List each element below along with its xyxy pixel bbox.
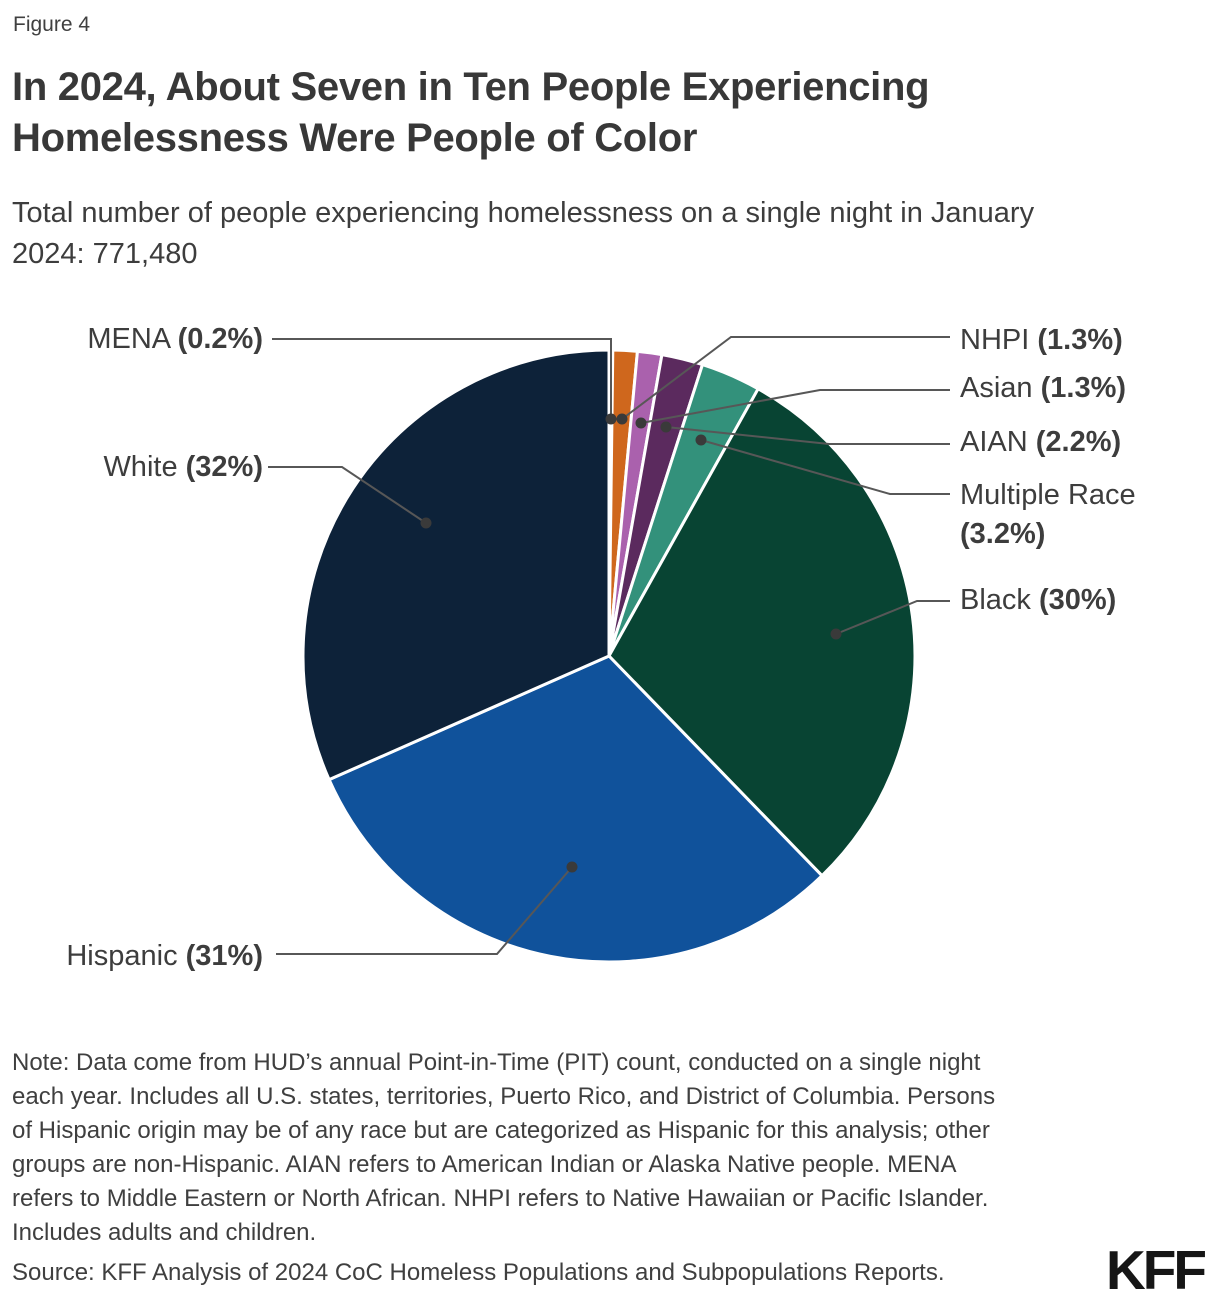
pie-slice-black: [607, 387, 917, 878]
source: Source: KFF Analysis of 2024 CoC Homeles…: [12, 1259, 945, 1286]
chart-subtitle: Total number of people experiencing home…: [12, 197, 1035, 270]
leader-dot-black: [830, 628, 842, 640]
leader-dot-white: [420, 517, 432, 529]
pie-label-aian-name: AIAN: [960, 426, 1028, 458]
pie-slice-hispanic: [327, 654, 824, 964]
leader-dot-mena: [605, 413, 617, 425]
pie-label-mena-pct: (0.2%): [177, 323, 263, 355]
pie-label-asian-pct: (1.3%): [1040, 372, 1127, 404]
pie-label-black-name: Black: [960, 584, 1031, 616]
leader-line-black: [835, 600, 950, 635]
leader-dot-aian: [660, 421, 672, 433]
leader-line-multiple-race: [700, 439, 950, 495]
pie-label-black-pct: (30%): [1038, 584, 1117, 616]
pie-label-black: Black (30%): [960, 581, 1116, 620]
pie-label-nhpi-name: NHPI: [960, 324, 1030, 356]
pie-label-asian-name: Asian: [960, 372, 1033, 404]
leader-line-aian: [665, 426, 950, 445]
pie-label-white: White (32%): [20, 448, 263, 487]
leader-dot-multiple-race: [695, 434, 707, 446]
chart-title: In 2024, About Seven in Ten People Exper…: [12, 65, 930, 160]
pie-label-asian: Asian (1.3%): [960, 369, 1126, 408]
pie-label-nhpi-pct: (1.3%): [1037, 324, 1123, 356]
pie-label-multiple-race-name: Multiple Race: [960, 479, 1136, 511]
pie-label-hispanic-name: Hispanic: [66, 940, 178, 972]
pie-label-multiple-race-pct: (3.2%): [960, 518, 1046, 550]
pie-slices: [301, 348, 917, 964]
pie-label-white-name: White: [103, 451, 178, 483]
pie-label-aian-pct: (2.2%): [1035, 426, 1122, 458]
pie-label-mena: MENA (0.2%): [20, 320, 263, 359]
leader-lines: [268, 336, 950, 955]
pie-label-nhpi: NHPI (1.3%): [960, 321, 1123, 360]
leader-line-white: [268, 466, 427, 524]
kff-logo: KFF: [1106, 1239, 1207, 1301]
figure-label: Figure 4: [13, 13, 91, 36]
leader-dot-nhpi: [616, 413, 628, 425]
leader-dot-asian: [635, 417, 647, 429]
pie-label-aian: AIAN (2.2%): [960, 423, 1121, 462]
leader-line-hispanic: [276, 866, 573, 955]
pie-label-hispanic-pct: (31%): [185, 940, 263, 972]
leader-line-asian: [640, 389, 950, 424]
leader-line-mena: [272, 338, 612, 417]
pie-label-multiple-race: Multiple Race (3.2%): [960, 476, 1178, 554]
pie-label-white-pct: (32%): [185, 451, 263, 483]
leader-dot-hispanic: [566, 861, 578, 873]
leader-line-nhpi: [621, 336, 950, 420]
pie-label-hispanic: Hispanic (31%): [20, 937, 263, 976]
pie-label-mena-name: MENA: [87, 323, 170, 355]
note: Note: Data come from HUD’s annual Point-…: [12, 1049, 996, 1246]
pie-slice-white: [301, 348, 611, 782]
